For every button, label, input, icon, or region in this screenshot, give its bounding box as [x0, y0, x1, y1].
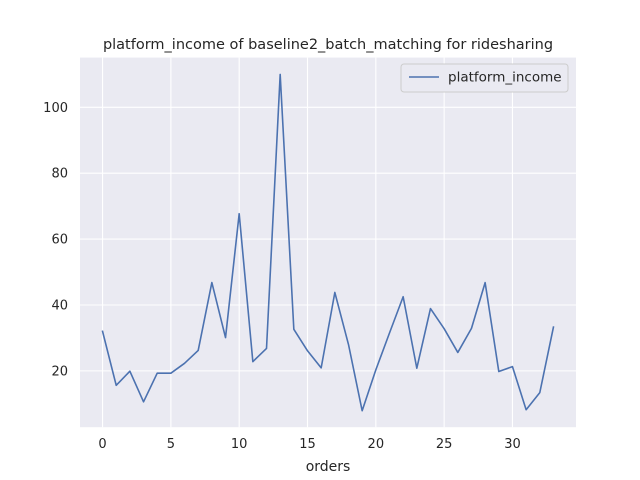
data-point	[469, 326, 474, 331]
y-tick-label: 60	[51, 233, 68, 248]
data-point	[196, 348, 201, 353]
chart-title: platform_income of baseline2_batch_match…	[103, 37, 553, 53]
data-point	[100, 329, 105, 334]
y-tick-label: 20	[51, 364, 68, 379]
x-tick-label: 25	[436, 437, 453, 452]
y-tick-label: 40	[51, 298, 68, 313]
data-point	[168, 371, 173, 376]
data-point	[414, 366, 419, 371]
x-tick-label: 10	[231, 437, 248, 452]
x-tick-label: 15	[299, 437, 316, 452]
data-point	[442, 326, 447, 331]
data-point	[237, 211, 242, 216]
data-point	[537, 390, 542, 395]
x-axis-label: orders	[306, 459, 351, 475]
y-tick-label: 100	[43, 101, 68, 116]
data-point	[455, 350, 460, 355]
data-point	[496, 369, 501, 374]
x-tick-label: 0	[98, 437, 106, 452]
data-point	[332, 290, 337, 295]
y-tick-label: 80	[51, 167, 68, 182]
legend: platform_income	[400, 63, 569, 93]
data-point	[141, 399, 146, 404]
data-point	[305, 348, 310, 353]
y-tick-labels: 20 40 60 80 100	[43, 101, 68, 380]
data-point	[510, 364, 515, 369]
plot-area	[80, 57, 576, 428]
data-point	[223, 335, 228, 340]
series-layer	[100, 72, 556, 413]
data-point	[209, 280, 214, 285]
data-point	[346, 342, 351, 347]
data-point	[264, 346, 269, 351]
grid-lines	[80, 57, 576, 428]
data-point	[250, 359, 255, 364]
x-tick-label: 20	[368, 437, 385, 452]
data-point	[182, 361, 187, 366]
data-point	[483, 280, 488, 285]
data-point	[387, 330, 392, 335]
series-line	[101, 73, 555, 412]
data-point	[360, 408, 365, 413]
data-point	[401, 294, 406, 299]
data-point	[551, 325, 556, 330]
data-point	[319, 365, 324, 370]
x-tick-labels: 0 5 10 15 20 25 30	[98, 437, 520, 452]
x-tick-label: 30	[504, 437, 521, 452]
data-point	[524, 407, 529, 412]
data-point	[114, 383, 119, 388]
data-point	[291, 327, 296, 332]
data-point	[373, 367, 378, 372]
x-tick-label: 5	[167, 437, 175, 452]
data-point	[428, 306, 433, 311]
data-point	[127, 369, 132, 374]
data-point	[278, 72, 283, 77]
legend-box	[400, 63, 569, 93]
data-point	[155, 371, 160, 376]
legend-label: platform_income	[448, 70, 562, 86]
